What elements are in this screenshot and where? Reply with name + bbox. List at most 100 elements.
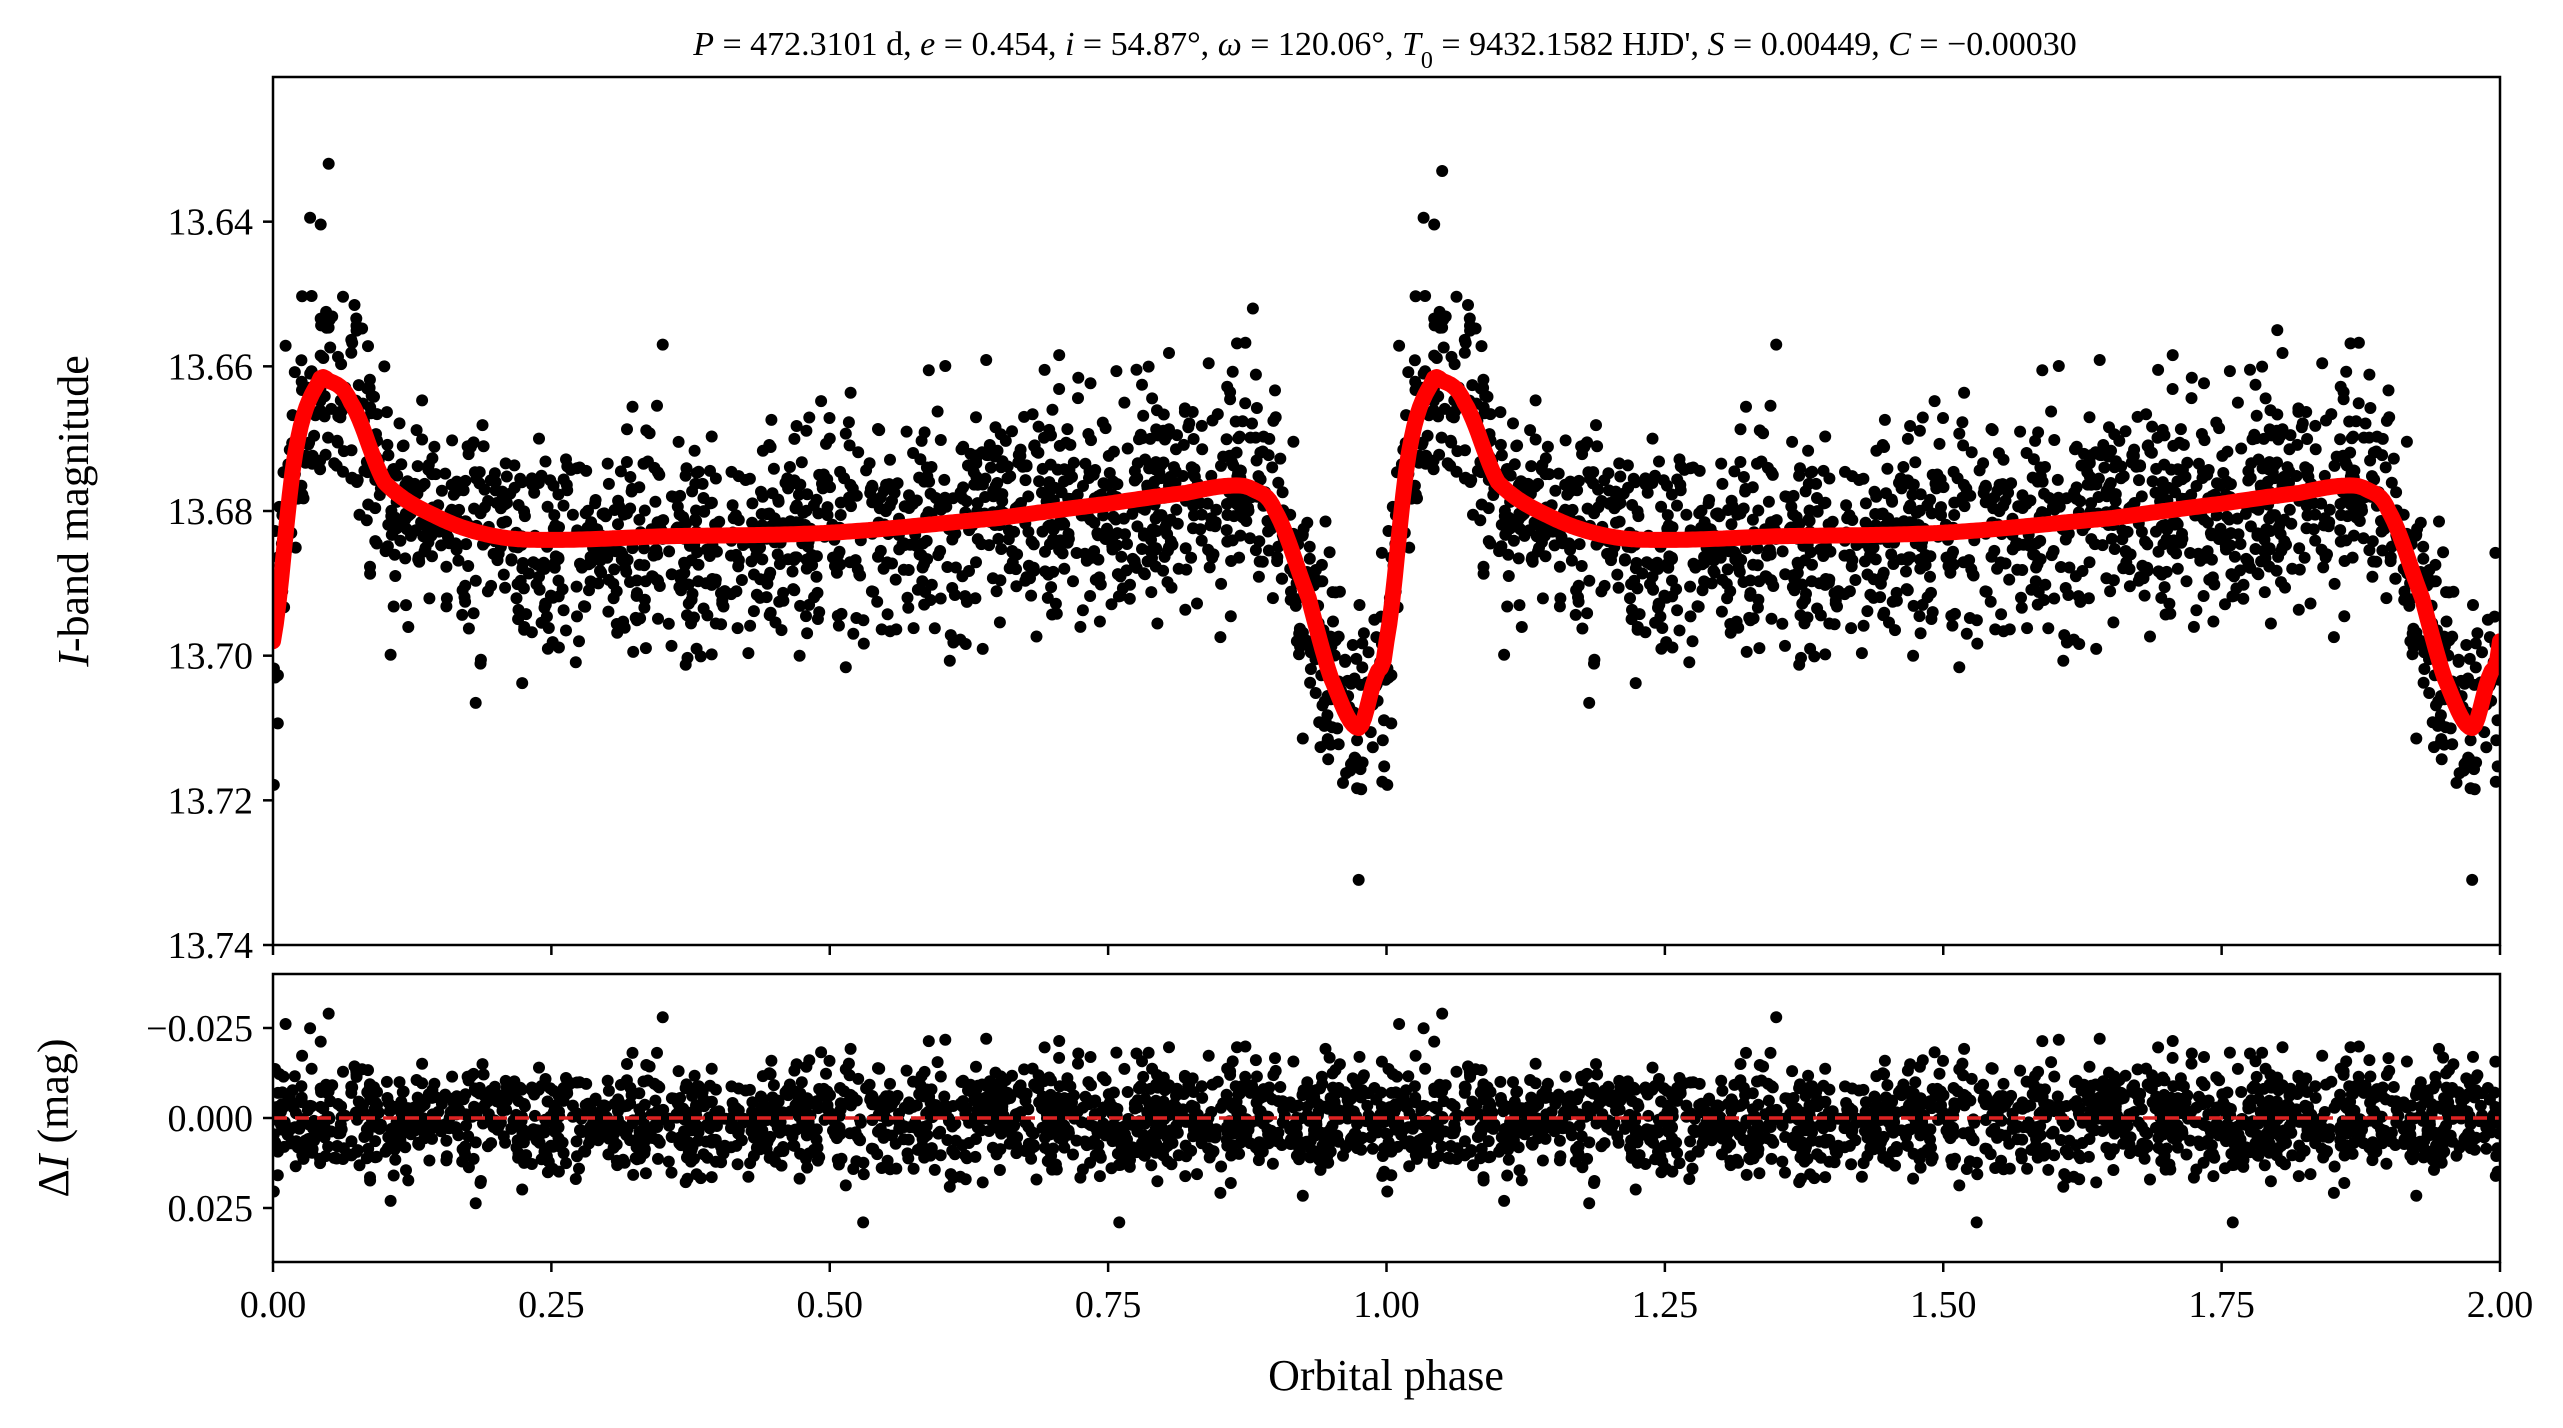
- observation-point: [2171, 562, 2184, 575]
- observation-point: [1523, 524, 1536, 537]
- residual-point: [1191, 1168, 1203, 1181]
- observation-point: [2466, 873, 2479, 886]
- residual-point: [2235, 1086, 2248, 1098]
- residual-point: [273, 1169, 284, 1182]
- observation-point: [1684, 580, 1697, 593]
- observation-point: [630, 574, 643, 587]
- observation-point: [1802, 444, 1815, 457]
- observation-point: [1133, 433, 1145, 446]
- observation-point: [1028, 440, 1041, 453]
- title-p-value: = 472.3101 d,: [714, 26, 920, 63]
- observation-point: [2022, 539, 2035, 552]
- observation-point: [2440, 586, 2453, 599]
- observation-point: [788, 432, 801, 445]
- observation-point: [1715, 605, 1728, 618]
- observation-point: [384, 648, 397, 661]
- residual-point: [1764, 1046, 1777, 1059]
- observation-point: [2359, 417, 2372, 430]
- observation-point: [1680, 508, 1693, 521]
- observation-point: [843, 439, 856, 452]
- title-c-value: = −0.00030: [1911, 26, 2077, 63]
- observation-point: [1653, 598, 1666, 611]
- observation-point: [2048, 592, 2061, 605]
- observation-point: [1205, 547, 1218, 560]
- observation-point: [2237, 578, 2250, 591]
- observation-point: [1352, 873, 1365, 886]
- observation-point: [1671, 604, 1684, 617]
- observation-point: [1215, 459, 1227, 472]
- observation-point: [2194, 554, 2207, 567]
- observation-point: [1845, 622, 1858, 635]
- observation-point: [918, 475, 931, 488]
- residual-point: [2460, 1072, 2473, 1085]
- observation-point: [1757, 427, 1770, 440]
- observation-point: [462, 622, 475, 635]
- residual-point: [2223, 1046, 2236, 1059]
- observation-point: [1437, 341, 1450, 354]
- residual-point: [2187, 1171, 2200, 1184]
- observation-point: [754, 591, 767, 604]
- observation-point: [1878, 413, 1891, 426]
- observation-point: [541, 500, 554, 513]
- observation-point: [1725, 518, 1738, 531]
- observation-point: [2021, 622, 2034, 635]
- observation-point: [922, 506, 935, 519]
- observation-point: [2113, 434, 2126, 447]
- observation-point: [2093, 354, 2106, 366]
- observation-point: [1191, 597, 1203, 610]
- observation-point: [560, 624, 572, 637]
- observation-point: [1252, 570, 1265, 583]
- observation-point: [1614, 470, 1627, 483]
- observation-point: [1319, 515, 1332, 528]
- residual-point: [1794, 1078, 1806, 1091]
- residual-point: [1683, 1173, 1696, 1185]
- observation-point: [2309, 443, 2322, 456]
- observation-point: [2489, 775, 2500, 788]
- observation-point: [1646, 432, 1659, 445]
- observation-point: [1131, 520, 1144, 533]
- observation-point: [1224, 393, 1237, 406]
- observation-point: [322, 431, 335, 444]
- observation-point: [1263, 432, 1276, 445]
- observation-point: [1804, 546, 1817, 559]
- observation-point: [2152, 363, 2165, 376]
- residual-point: [2428, 1163, 2440, 1176]
- observation-point: [1006, 546, 1019, 559]
- observation-point: [853, 568, 866, 581]
- observation-point: [1076, 604, 1089, 617]
- observation-point: [1356, 661, 1369, 674]
- residual-point: [2057, 1180, 2070, 1193]
- observation-point: [614, 465, 627, 478]
- observation-point: [2318, 469, 2331, 482]
- observation-point: [1099, 533, 1112, 545]
- observation-point: [1304, 676, 1317, 689]
- residual-point: [884, 1077, 896, 1090]
- observation-point: [602, 605, 615, 618]
- observation-point: [902, 601, 915, 614]
- observation-point: [497, 568, 510, 581]
- observation-point: [512, 603, 525, 616]
- observation-point: [1441, 457, 1454, 470]
- observation-point: [379, 545, 392, 558]
- residual-point: [2259, 1062, 2272, 1075]
- observation-point: [385, 528, 398, 541]
- observation-point: [2257, 544, 2270, 557]
- observation-point: [322, 157, 335, 170]
- observation-point: [1916, 411, 1929, 424]
- residual-point: [1482, 1135, 1495, 1148]
- residual-point: [1583, 1197, 1596, 1210]
- residual-point: [2316, 1049, 2329, 1062]
- residual-point: [680, 1078, 693, 1091]
- observation-point: [2256, 360, 2269, 373]
- residual-point: [1239, 1070, 1252, 1083]
- observation-point: [689, 513, 702, 526]
- residual-point: [1266, 1157, 1279, 1170]
- observation-point: [573, 635, 585, 648]
- observation-point: [516, 562, 529, 575]
- observation-point: [918, 426, 931, 439]
- observation-point: [325, 402, 338, 415]
- residual-point: [672, 1065, 685, 1078]
- residual-point: [1539, 1132, 1552, 1145]
- observation-point: [2016, 564, 2029, 576]
- observation-point: [2301, 509, 2314, 522]
